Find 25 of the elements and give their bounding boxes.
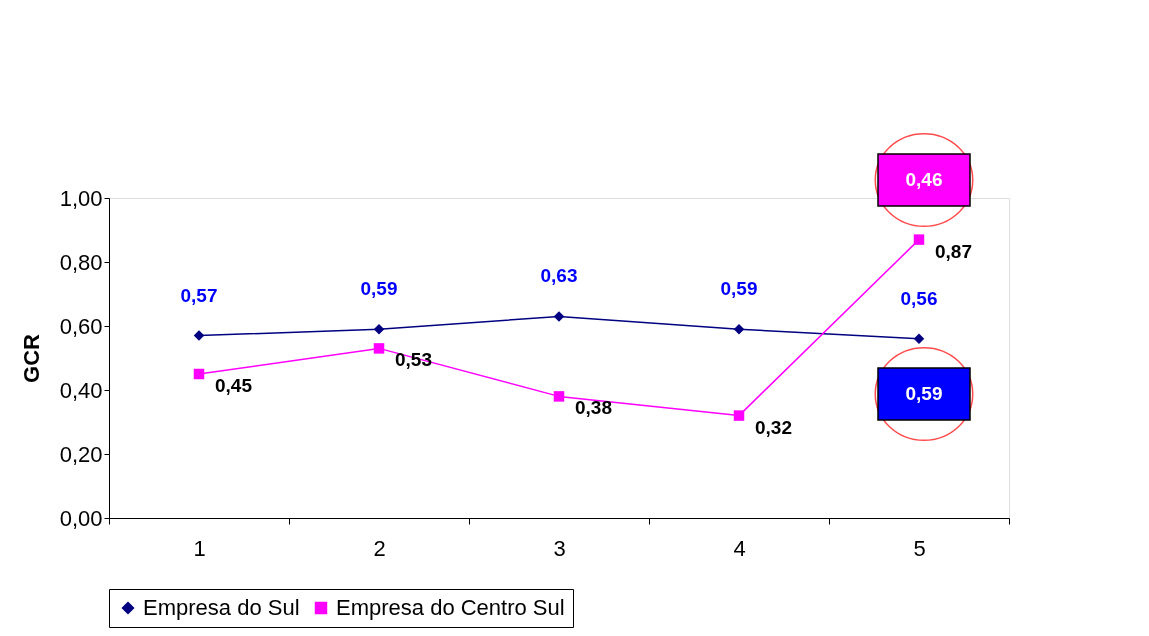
data-label: 0,63 [540, 265, 578, 287]
data-label: 0,56 [900, 287, 938, 309]
y-tick-label: 0,00 [59, 505, 103, 531]
data-label: 0,32 [755, 416, 792, 438]
data-label: 0,57 [180, 284, 218, 306]
y-axis-title: GCR [18, 333, 44, 383]
y-tick-label: 0,40 [59, 377, 103, 403]
legend-label: Empresa do Centro Sul [336, 595, 565, 620]
data-label: 0,38 [575, 397, 612, 419]
y-tick-label: 0,20 [59, 441, 103, 467]
y-tick-label: 0,80 [59, 249, 103, 275]
data-label: 0,59 [360, 278, 398, 300]
x-tick-label: 5 [913, 535, 926, 561]
data-label: 0,87 [935, 240, 972, 262]
x-tick-label: 2 [373, 535, 386, 561]
y-tick-label: 0,60 [59, 313, 103, 339]
data-label: 0,59 [720, 278, 758, 300]
x-tick-label: 3 [553, 535, 566, 561]
y-tick-label: 1,00 [59, 185, 103, 211]
annotation: 0,59 [905, 383, 943, 404]
x-tick-label: 1 [193, 535, 206, 561]
data-label: 0,45 [215, 375, 253, 396]
legend-label: Empresa do Sul [143, 595, 300, 620]
text: 0,46 [905, 169, 943, 190]
x-tick-label: 4 [733, 535, 746, 561]
